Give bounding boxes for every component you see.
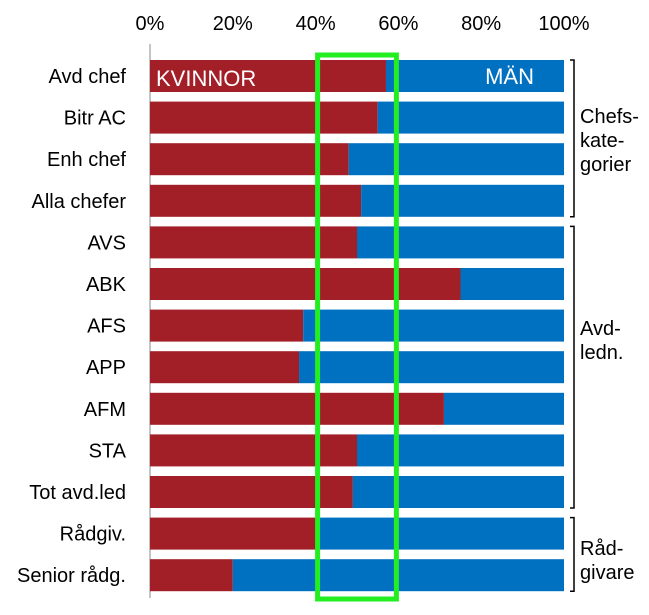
group-label: Råd- [580, 538, 623, 560]
bar-kvinnor [150, 392, 444, 425]
group-bracket [570, 59, 575, 218]
group-label: gorier [580, 154, 631, 176]
category-label: AFS [87, 316, 126, 338]
x-tick-label: 40% [296, 13, 336, 35]
category-label: Rådgiv. [60, 524, 126, 546]
category-label: ABK [86, 274, 127, 296]
category-label: Senior rådg. [17, 565, 126, 587]
series-label-man: MÄN [485, 64, 534, 89]
bar-kvinnor [150, 101, 378, 134]
group-label: Chefs- [580, 106, 639, 128]
bar-man [319, 517, 564, 550]
bar-kvinnor [150, 184, 362, 217]
group-label: givare [580, 562, 634, 584]
bar-kvinnor [150, 226, 357, 259]
category-label: Tot avd.led [29, 482, 126, 504]
bar-kvinnor [150, 309, 304, 342]
bar-man [352, 476, 564, 508]
bar-kvinnor [150, 60, 386, 92]
bar-man [348, 143, 564, 176]
bar-man [460, 268, 564, 300]
bar-kvinnor [150, 517, 320, 550]
x-tick-label: 80% [461, 13, 501, 35]
bar-man [361, 184, 564, 217]
x-tick-label: 0% [136, 13, 165, 35]
bar-man [443, 392, 564, 425]
group-label: kate- [580, 130, 624, 152]
group-bracket [570, 516, 575, 592]
category-label: Avd chef [49, 66, 127, 88]
bar-man [357, 226, 564, 259]
bar-man [303, 309, 564, 342]
bar-man [377, 101, 564, 134]
x-tick-label: 20% [213, 13, 253, 35]
highlight-box [315, 52, 399, 602]
x-tick-label: 60% [378, 13, 418, 35]
group-label: Avd- [580, 318, 621, 340]
group-bracket [570, 225, 575, 509]
x-tick-label: 100% [538, 13, 589, 35]
category-label: Enh chef [47, 149, 126, 171]
bar-kvinnor [150, 268, 461, 300]
series-label-kvinnor: KVINNOR [156, 66, 256, 91]
category-label: APP [86, 357, 126, 379]
category-label: STA [89, 440, 127, 462]
bar-kvinnor [150, 434, 357, 467]
bar-man [299, 351, 564, 384]
group-label: ledn. [580, 342, 623, 364]
category-label: AVS [87, 232, 126, 254]
category-label: Alla chefer [32, 191, 127, 213]
category-label: Bitr AC [64, 108, 126, 130]
bar-kvinnor [150, 476, 353, 508]
bar-man [357, 434, 564, 467]
category-label: AFM [84, 399, 126, 421]
bar-kvinnor [150, 559, 233, 592]
bar-man [385, 60, 564, 92]
bar-kvinnor [150, 351, 300, 384]
